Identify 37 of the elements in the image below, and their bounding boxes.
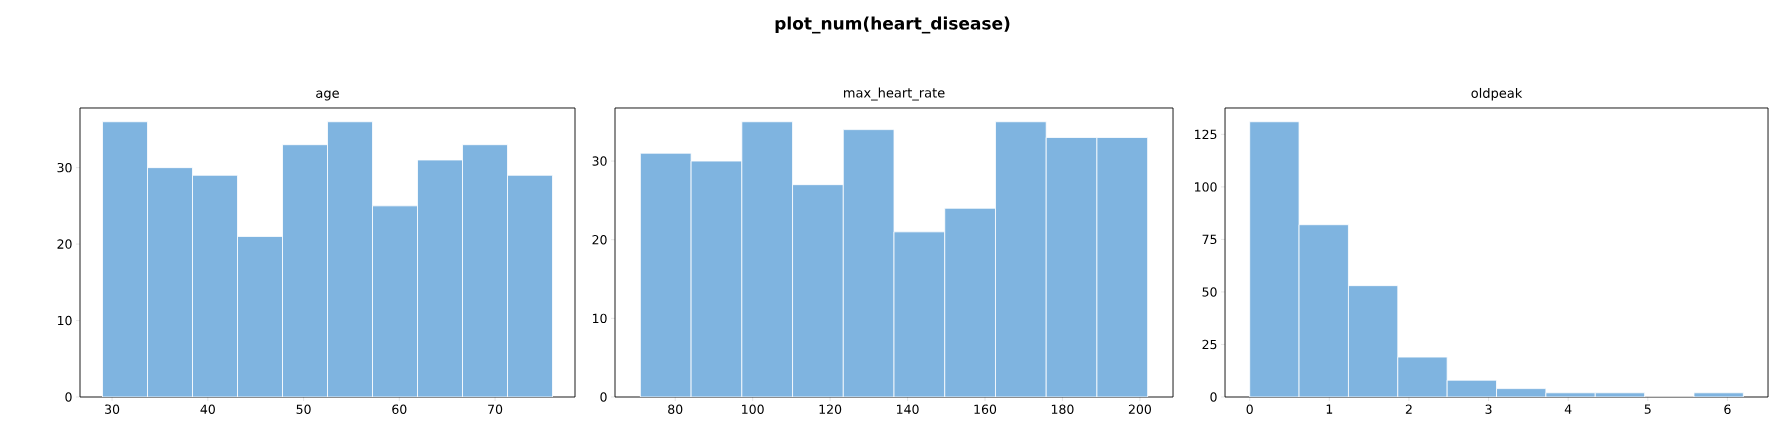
x-tick-label: 180 (1051, 404, 1074, 414)
y-tick-label: 125 (1195, 129, 1217, 140)
chart-title: age (316, 90, 339, 101)
y-tick-label: 25 (1202, 339, 1217, 350)
x-tick-label: 50 (296, 404, 311, 414)
x-tick-label: 40 (200, 404, 215, 414)
chart-title: oldpeak (1471, 87, 1523, 101)
x-tick-label: 0 (1246, 404, 1253, 414)
y-tick-label: 10 (57, 315, 72, 326)
x-tick-label: 80 (668, 404, 683, 414)
x-tick-label: 200 (1128, 404, 1151, 414)
y-tick-label: 20 (57, 239, 72, 249)
y-tick-label: 100 (1195, 182, 1217, 192)
y-tick-label: 30 (592, 156, 607, 166)
y-tick-label: 0 (1210, 392, 1217, 402)
y-tick-label: 0 (65, 392, 72, 402)
x-tick-label: 30 (105, 404, 120, 414)
y-tick-label: 50 (1202, 287, 1217, 297)
x-tick-label: 5 (1644, 404, 1651, 414)
y-tick-label: 10 (592, 313, 607, 324)
x-tick-label: 160 (974, 404, 997, 414)
x-tick-label: 4 (1564, 404, 1572, 414)
y-tick-label: 0 (600, 392, 607, 402)
x-tick-label: 1 (1326, 404, 1333, 414)
y-tick-label: 20 (592, 234, 607, 245)
text: plot_num(heart_disease) (775, 16, 1010, 34)
x-tick-label: 140 (897, 404, 919, 414)
y-tick-label: 30 (57, 162, 72, 173)
y-tick-label: 75 (1202, 234, 1217, 245)
x-tick-label: 120 (819, 404, 842, 414)
x-tick-label: 100 (742, 404, 764, 414)
chart-title: max_heart_rate (844, 87, 945, 101)
x-tick-label: 3 (1485, 404, 1492, 414)
x-tick-label: 2 (1405, 404, 1412, 414)
x-tick-label: 70 (488, 404, 503, 414)
x-tick-label: 60 (392, 404, 407, 414)
x-tick-label: 6 (1724, 404, 1731, 414)
